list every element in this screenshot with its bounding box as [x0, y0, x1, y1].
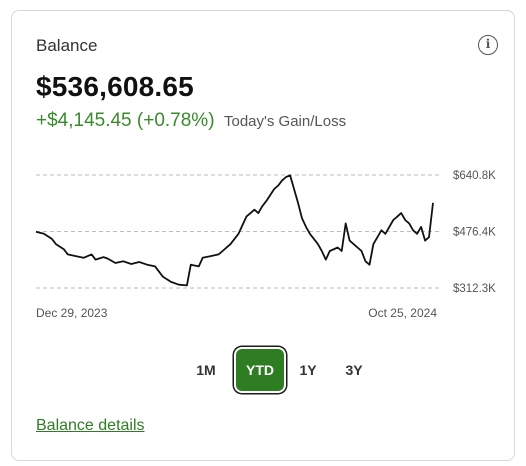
balance-series-line: [35, 174, 434, 287]
y-tick-label: $312.3K: [453, 283, 496, 295]
balance-chart: $640.8K $476.4K $312.3K: [35, 170, 496, 295]
balance-value: $536,608.65: [36, 71, 194, 102]
range-ytd-button[interactable]: YTD: [236, 349, 284, 391]
y-tick-label: $640.8K: [453, 170, 496, 182]
range-1y-button[interactable]: 1Y: [299, 362, 317, 378]
x-axis-end-label: Oct 25, 2024: [368, 306, 437, 320]
gain-row: +$4,145.45 (+0.78%) Today's Gain/Loss: [36, 110, 346, 132]
x-axis-start-label: Dec 29, 2023: [36, 306, 108, 320]
balance-details-link[interactable]: Balance details: [36, 417, 145, 434]
todays-gain-value: +$4,145.45 (+0.78%): [36, 110, 215, 131]
range-selector: 1M YTD 1Y 3Y: [176, 349, 363, 393]
range-3y-button[interactable]: 3Y: [345, 362, 363, 378]
todays-gain-label: Today's Gain/Loss: [223, 113, 347, 130]
range-1m-button[interactable]: 1M: [196, 362, 216, 378]
balance-card: Balance i $536,608.65 +$4,145.45 (+0.78%…: [11, 10, 515, 461]
y-tick-label: $476.4K: [453, 227, 496, 239]
info-icon[interactable]: i: [478, 35, 498, 55]
card-title: Balance: [36, 36, 98, 55]
